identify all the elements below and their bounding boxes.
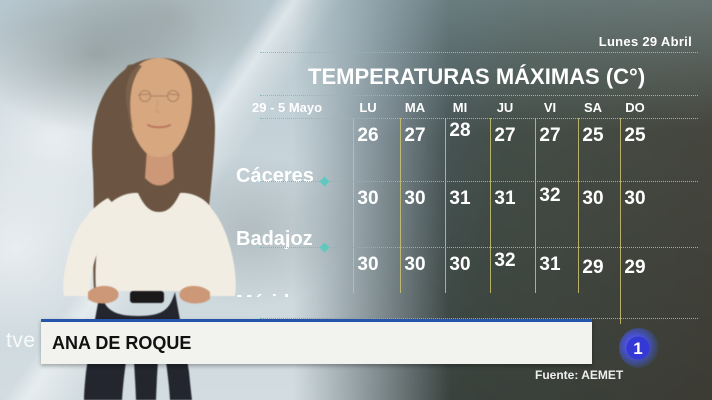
svg-text:1: 1	[633, 339, 642, 358]
